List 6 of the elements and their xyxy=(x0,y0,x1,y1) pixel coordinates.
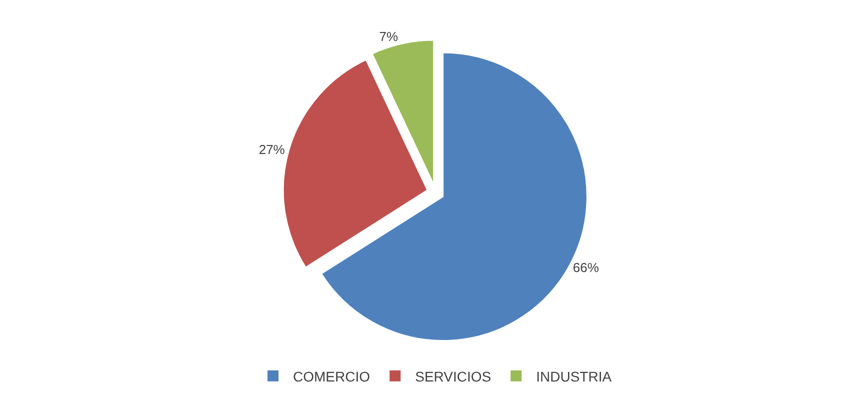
data-label: 66% xyxy=(572,260,600,276)
data-label: 7% xyxy=(379,29,398,44)
legend-label: SERVICIOS xyxy=(415,368,492,384)
legend-label: INDUSTRIA xyxy=(536,368,612,384)
data-label: 27% xyxy=(258,142,286,157)
legend-label: COMERCIO xyxy=(293,368,370,384)
